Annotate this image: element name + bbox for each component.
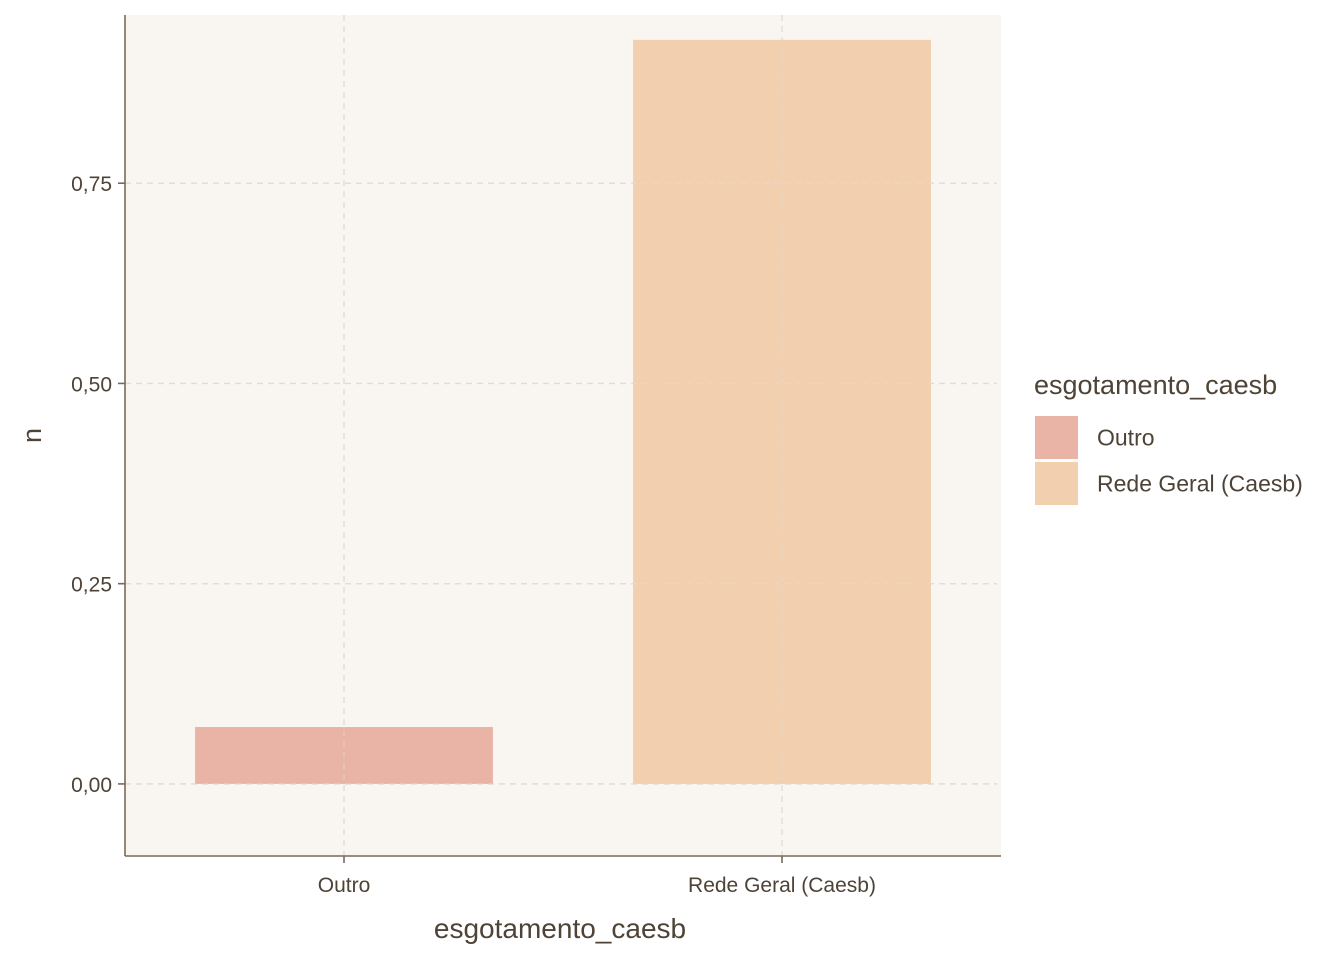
legend-label: Rede Geral (Caesb) <box>1097 471 1303 497</box>
y-tick-label: 0,00 <box>71 774 112 797</box>
grid-lines-overlay <box>125 15 997 856</box>
y-tick-label: 0,25 <box>71 574 112 597</box>
axes: 0,00 0,25 0,50 0,75 Outro Rede Geral (Caesb) <box>71 15 1001 897</box>
legend-key <box>1035 462 1078 505</box>
x-axis-title: esgotamento_caesb <box>434 913 686 944</box>
legend-title: esgotamento_caesb <box>1034 370 1277 400</box>
y-tick-label: 0,75 <box>71 173 112 196</box>
y-axis-title: n <box>17 428 47 443</box>
legend-key <box>1035 416 1078 459</box>
x-tick-label: Outro <box>318 874 371 897</box>
x-tick-label: Rede Geral (Caesb) <box>688 874 876 897</box>
y-tick-label: 0,50 <box>71 373 112 396</box>
legend-label: Outro <box>1097 425 1155 451</box>
legend: esgotamento_caesb Outro Rede Geral (Caesb… <box>1034 370 1303 505</box>
